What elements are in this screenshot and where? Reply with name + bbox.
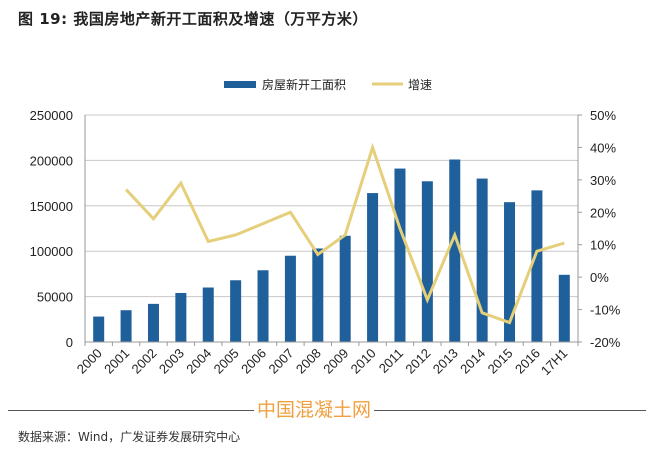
x-tick-label: 2007	[265, 346, 296, 377]
right-tick-label: 0%	[590, 270, 609, 285]
legend-label-bar: 房屋新开工面积	[262, 77, 346, 92]
bar	[339, 235, 351, 342]
bar	[394, 168, 406, 342]
legend-swatch-bar	[224, 81, 256, 88]
bar	[284, 255, 296, 342]
x-tick-label: 2013	[430, 346, 461, 377]
left-tick-label: 50000	[37, 290, 73, 305]
bar	[367, 193, 379, 342]
left-tick-label: 100000	[30, 244, 73, 259]
watermark: 中国混凝土网	[254, 395, 375, 422]
x-tick-label: 2011	[376, 346, 406, 376]
bar	[421, 181, 433, 342]
gridlines	[85, 114, 578, 298]
x-tick-label: 2012	[402, 346, 433, 377]
bar	[449, 159, 461, 342]
bar	[476, 178, 488, 342]
left-tick-label: 150000	[30, 199, 73, 214]
bar	[531, 190, 543, 342]
bar-series	[93, 159, 570, 342]
x-tick-label: 2005	[211, 346, 242, 377]
x-tick-label: 2016	[512, 346, 543, 377]
right-tick-label: 10%	[590, 238, 616, 253]
x-tick-label: 2002	[129, 346, 160, 377]
x-tick-label: 2004	[183, 346, 214, 377]
bar	[312, 248, 324, 342]
right-tick-label: 50%	[590, 108, 616, 123]
bar	[120, 310, 132, 342]
x-tick-label: 2015	[485, 346, 516, 377]
legend: 房屋新开工面积 增速	[224, 77, 432, 92]
right-tick-label: 20%	[590, 205, 616, 220]
figure-title: 图 19: 我国房地产新开工面积及增速（万平方米）	[18, 10, 368, 28]
left-tick-label: 250000	[30, 108, 73, 123]
bar	[175, 292, 187, 342]
right-tick-label: 40%	[590, 140, 616, 155]
chart: 0 50000 100000 150000 200000 250000 -20% -10% 0%…	[30, 77, 621, 379]
left-tick-label: 0	[66, 335, 73, 350]
x-tick-label: 2001	[101, 346, 132, 377]
left-tick-label: 200000	[30, 153, 73, 168]
bar	[93, 316, 105, 342]
x-tick-label: 17H1	[538, 346, 571, 379]
bar	[257, 270, 269, 342]
right-tick-label: -20%	[590, 335, 621, 350]
right-tick-label: -10%	[590, 303, 621, 318]
bar	[504, 202, 516, 342]
x-tick-label: 2009	[320, 346, 351, 377]
right-tick-label: 30%	[590, 173, 616, 188]
x-tick-label: 2014	[457, 346, 488, 377]
x-tick-label: 2008	[293, 346, 324, 377]
bar	[147, 303, 159, 342]
bar	[230, 280, 242, 342]
bar	[558, 274, 570, 342]
x-tick-label: 2000	[74, 346, 105, 377]
legend-label-line: 增速	[408, 78, 432, 92]
bar	[202, 287, 214, 342]
x-tick-label: 2003	[156, 346, 187, 377]
line-series	[124, 142, 565, 325]
x-tick-label: 2006	[238, 346, 269, 377]
x-tick-label: 2010	[348, 346, 379, 377]
source-note: 数据来源：Wind，广发证券发展研究中心	[18, 430, 241, 444]
